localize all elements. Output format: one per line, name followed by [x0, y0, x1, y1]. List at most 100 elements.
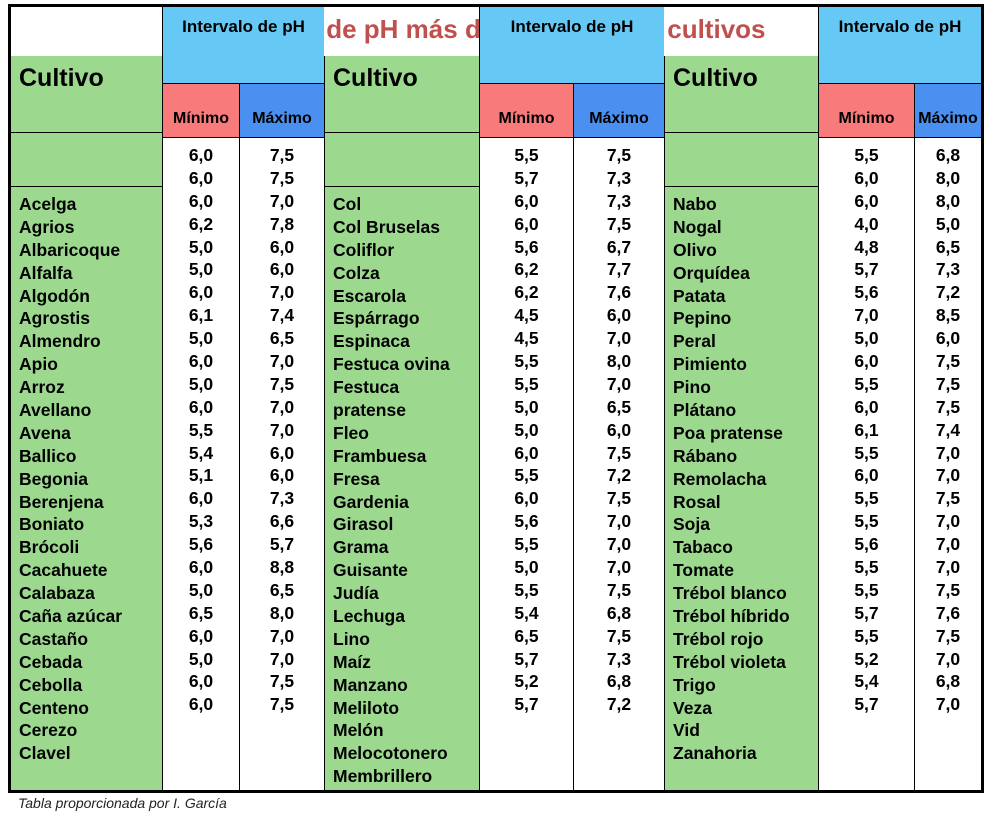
ph-max-value: 7,8	[269, 213, 295, 234]
ph-max-value: 6,0	[606, 419, 632, 440]
ph-max-value: 7,0	[935, 534, 961, 555]
ph-min-value: 5,2	[514, 671, 539, 692]
crop-name: Festuca ovina	[333, 354, 450, 375]
crop-name: Orquídea	[673, 262, 750, 283]
ph-min-value: 5,5	[514, 534, 539, 555]
ph-max-value: 7,0	[606, 373, 632, 394]
ph-min-value: 5,0	[188, 579, 214, 600]
ph-max-value: 5,0	[935, 213, 961, 234]
crop-name: Trébol violeta	[673, 651, 786, 672]
crop-name: Olivo	[673, 239, 717, 260]
ph-max-value: 6,6	[269, 511, 295, 532]
ph-min-value: 5,5	[854, 557, 879, 578]
crop-name: Judía	[333, 583, 379, 604]
ph-min-value: 4,5	[514, 305, 539, 326]
crop-name: Caña azúcar	[19, 606, 123, 627]
crop-name: Girasol	[333, 514, 394, 535]
ph-max-value: 5,7	[269, 534, 295, 555]
crop-name: Almendro	[19, 331, 101, 352]
crop-header-2: Cultivo	[325, 56, 479, 133]
ph-max-value: 7,0	[935, 511, 961, 532]
ph-min-value: 5,5	[854, 579, 879, 600]
ph-max-value: 6,0	[606, 305, 632, 326]
ph-max-value: 7,0	[935, 648, 961, 669]
crop-name: Trigo	[673, 674, 716, 695]
ph-max-value: 7,0	[269, 190, 295, 211]
crop-name: Pepino	[673, 308, 732, 329]
ph-max-value: 7,3	[606, 190, 632, 211]
ph-max-value: 7,5	[269, 694, 295, 715]
ph-min-value: 6,0	[514, 442, 539, 463]
ph-min-value: 6,0	[514, 190, 539, 211]
crop-name: Poa pratense	[673, 422, 783, 443]
ph-min-value: 5,0	[188, 373, 214, 394]
ph-max-value: 7,3	[269, 488, 295, 509]
ph-min-value: 7,0	[854, 305, 879, 326]
ph-max-value: 7,6	[606, 282, 632, 303]
crop-header-3: Cultivo	[665, 56, 818, 133]
ph-min-value: 6,0	[188, 145, 214, 165]
crop-name: Rosal	[673, 491, 721, 512]
ph-max-value: 8,8	[269, 557, 295, 578]
ph-max-value: 6,0	[269, 465, 295, 486]
ph-max-value: 7,0	[269, 396, 295, 417]
ph-min-value: 5,0	[514, 557, 539, 578]
ph-min-value: 5,6	[854, 534, 879, 555]
ph-max-value: 6,0	[269, 442, 295, 463]
crop-name: Meliloto	[333, 697, 400, 718]
crop-name: Tomate	[673, 560, 734, 581]
max-header-3: Máximo	[914, 84, 981, 138]
crop-name: Fleo	[333, 422, 369, 443]
ph-max-value: 7,2	[935, 282, 961, 303]
ph-min-value: 5,0	[854, 328, 879, 349]
crop-name: Begonia	[19, 468, 89, 489]
ph-min-value: 5,5	[514, 351, 539, 372]
ph-min-value: 6,0	[514, 488, 539, 509]
crop-name: Escarola	[333, 285, 406, 306]
ph-max-value: 7,5	[606, 488, 632, 509]
ph-min-value: 5,0	[188, 648, 214, 669]
interval-header-3: Intervalo de pH	[818, 7, 981, 84]
crop-name: Plátano	[673, 400, 737, 421]
crop-name: Frambuesa	[333, 445, 427, 466]
ph-min-value: 5,5	[854, 442, 879, 463]
min-list-3: 5,5 6,0 6,0 4,0 4,8 5,7 5,6 7,0 5,0 6,0 5,5 6,0 6,1 5…	[819, 144, 914, 716]
ph-min-value: 6,0	[188, 396, 214, 417]
crop-name: Peral	[673, 331, 716, 352]
crop-name: Fresa	[333, 468, 380, 489]
ph-min-value: 5,6	[514, 511, 539, 532]
crop-name: pratense	[333, 400, 406, 421]
crop-name: Maíz	[333, 651, 371, 672]
ph-max-value: 7,0	[935, 557, 961, 578]
ph-min-value: 5,5	[188, 419, 214, 440]
ph-max-value: 8,5	[935, 305, 961, 326]
crop-name: Albaricoque	[19, 239, 121, 260]
ph-min-value: 6,0	[854, 465, 879, 486]
ph-min-value: 5,5	[514, 145, 539, 165]
crop-name: Soja	[673, 514, 710, 535]
ph-max-value: 6,8	[606, 671, 632, 692]
ph-max-value: 7,3	[606, 167, 632, 188]
ph-max-value: 7,5	[269, 671, 295, 692]
min-column-3: 5,5 6,0 6,0 4,0 4,8 5,7 5,6 7,0 5,0 6,0 5,5 6,0 6,1 5…	[818, 138, 914, 790]
ph-min-value: 6,1	[188, 305, 214, 326]
crop-name: Remolacha	[673, 468, 767, 489]
ph-max-value: 6,5	[935, 236, 961, 257]
ph-min-value: 6,2	[514, 282, 539, 303]
ph-min-value: 5,7	[514, 648, 539, 669]
ph-max-value: 7,5	[606, 579, 632, 600]
ph-min-value: 6,0	[188, 167, 214, 188]
crop-name: Nogal	[673, 216, 722, 237]
crop-name: Brócoli	[19, 537, 80, 558]
ph-min-value: 6,0	[188, 625, 214, 646]
crop-name: Nabo	[673, 194, 717, 214]
crop-name: Agrios	[19, 216, 75, 237]
ph-min-value: 5,5	[514, 579, 539, 600]
crop-name: Tabaco	[673, 537, 733, 558]
ph-min-value: 6,5	[188, 602, 214, 623]
crop-name: Arroz	[19, 377, 65, 398]
ph-max-value: 8,0	[935, 190, 961, 211]
crop-name: Manzano	[333, 674, 408, 695]
ph-max-value: 7,7	[606, 259, 632, 280]
ph-min-value: 6,5	[514, 625, 539, 646]
